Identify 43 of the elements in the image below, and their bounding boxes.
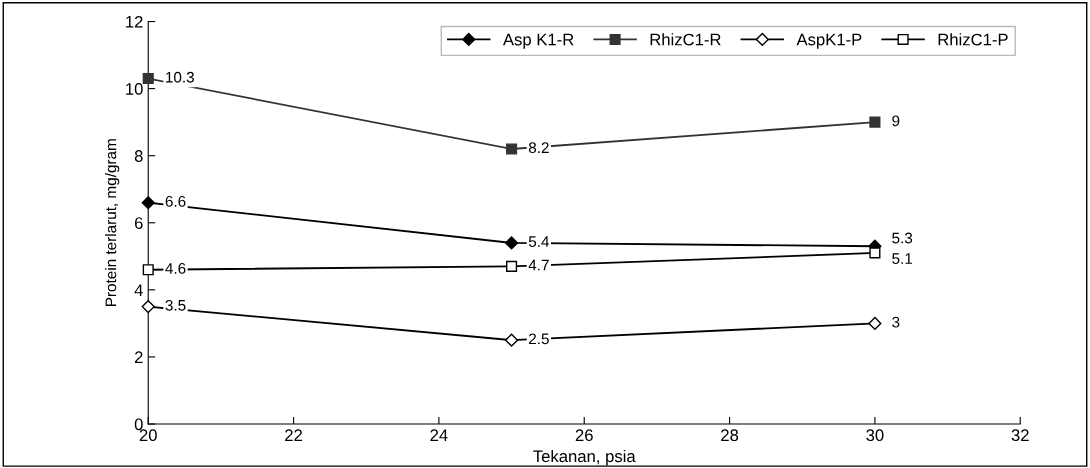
- data-label: 3: [892, 316, 900, 328]
- point: [869, 247, 881, 259]
- x-tick-label: 24: [430, 429, 448, 441]
- point: [868, 316, 882, 330]
- data-label: 9: [892, 115, 900, 127]
- data-label: 4.6: [165, 263, 186, 274]
- point: [142, 264, 154, 276]
- point: [141, 196, 155, 210]
- x-tick-label: 26: [575, 429, 593, 442]
- legend-label: Asp K1-R: [502, 33, 574, 49]
- y-tick-label: 4: [134, 284, 143, 296]
- data-label: 3.5: [165, 299, 186, 311]
- data-label: 6.6: [165, 195, 186, 207]
- data-label: 5.3: [892, 232, 913, 244]
- y-axis-title: Protein terlarut, mg/gram: [105, 139, 120, 306]
- x-axis-title: Tekanan, psia: [533, 449, 636, 466]
- x-tick-label: 22: [285, 429, 303, 441]
- data-label: 10.3: [166, 71, 194, 83]
- data-label: 4.7: [528, 259, 549, 271]
- legend-label: RhizC1-P: [938, 33, 1008, 46]
- legend-label: AspK1-P: [796, 33, 862, 49]
- point: [506, 143, 518, 155]
- x-tick-label: 32: [1011, 429, 1029, 442]
- data-label: 2.5: [529, 333, 549, 345]
- point: [504, 236, 519, 250]
- point: [869, 116, 881, 128]
- point: [142, 72, 154, 85]
- x-tick-label: 20: [139, 429, 157, 442]
- data-label: 5.4: [528, 236, 550, 247]
- point: [141, 300, 155, 314]
- y-tick-label: 12: [126, 15, 143, 28]
- x-tick-label: 28: [721, 429, 739, 442]
- y-tick-label: 0: [134, 418, 143, 431]
- x-tick-label: 30: [866, 429, 884, 442]
- y-tick-label: 8: [134, 150, 143, 162]
- data-label: 8.2: [528, 142, 549, 154]
- point: [504, 333, 519, 347]
- point: [506, 260, 518, 272]
- y-tick-label: 2: [134, 351, 143, 363]
- y-tick-label: 6: [134, 217, 143, 229]
- legend-label: RhizC1-R: [650, 33, 721, 46]
- data-label: 5.1: [892, 253, 913, 264]
- y-tick-label: 10: [126, 83, 143, 95]
